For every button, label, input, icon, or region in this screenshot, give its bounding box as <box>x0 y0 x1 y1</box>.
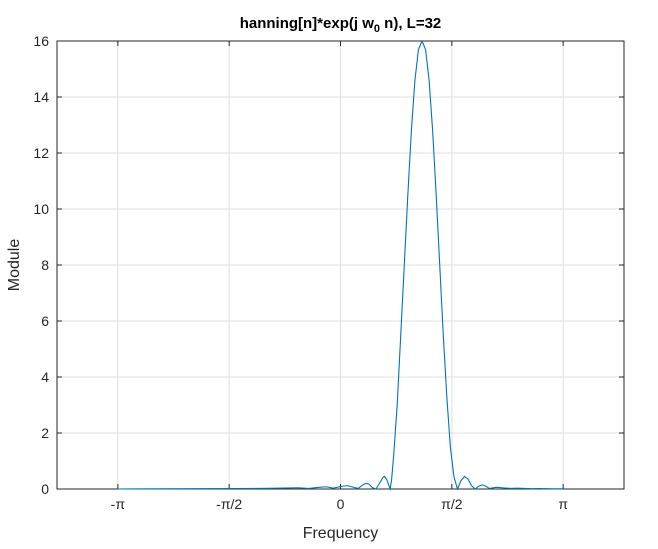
chart-title-main: hanning[n]*exp(j w <box>240 15 374 32</box>
series-line <box>117 39 564 492</box>
y-tick-label: 12 <box>33 145 49 161</box>
y-tick-label: 2 <box>41 425 49 441</box>
y-axis-label: Module <box>6 239 23 292</box>
x-tick-label: π/2 <box>441 496 463 512</box>
y-tick-label: 0 <box>41 481 49 497</box>
x-tick-labels: -π -π/2 0 π/2 π <box>111 496 569 512</box>
y-tick-label: 6 <box>41 313 49 329</box>
chart-title-suffix: n), L=32 <box>380 15 441 32</box>
y-tick-label: 16 <box>33 33 49 49</box>
y-tick-label: 8 <box>41 257 49 273</box>
x-tick-label: -π/2 <box>216 496 242 512</box>
y-tick-label: 4 <box>41 369 49 385</box>
x-tick-label: -π <box>111 496 126 512</box>
y-tick-label: 10 <box>33 201 49 217</box>
x-tick-label: 0 <box>337 496 345 512</box>
chart-title-subscript: 0 <box>374 23 380 35</box>
x-axis-label: Frequency <box>303 525 379 542</box>
chart-title: hanning[n]*exp(j w0 n), L=32 <box>240 15 442 35</box>
y-tick-label: 14 <box>33 89 49 105</box>
y-tick-labels: 0 2 4 6 8 10 12 14 16 <box>33 33 49 497</box>
x-tick-label: π <box>558 496 568 512</box>
